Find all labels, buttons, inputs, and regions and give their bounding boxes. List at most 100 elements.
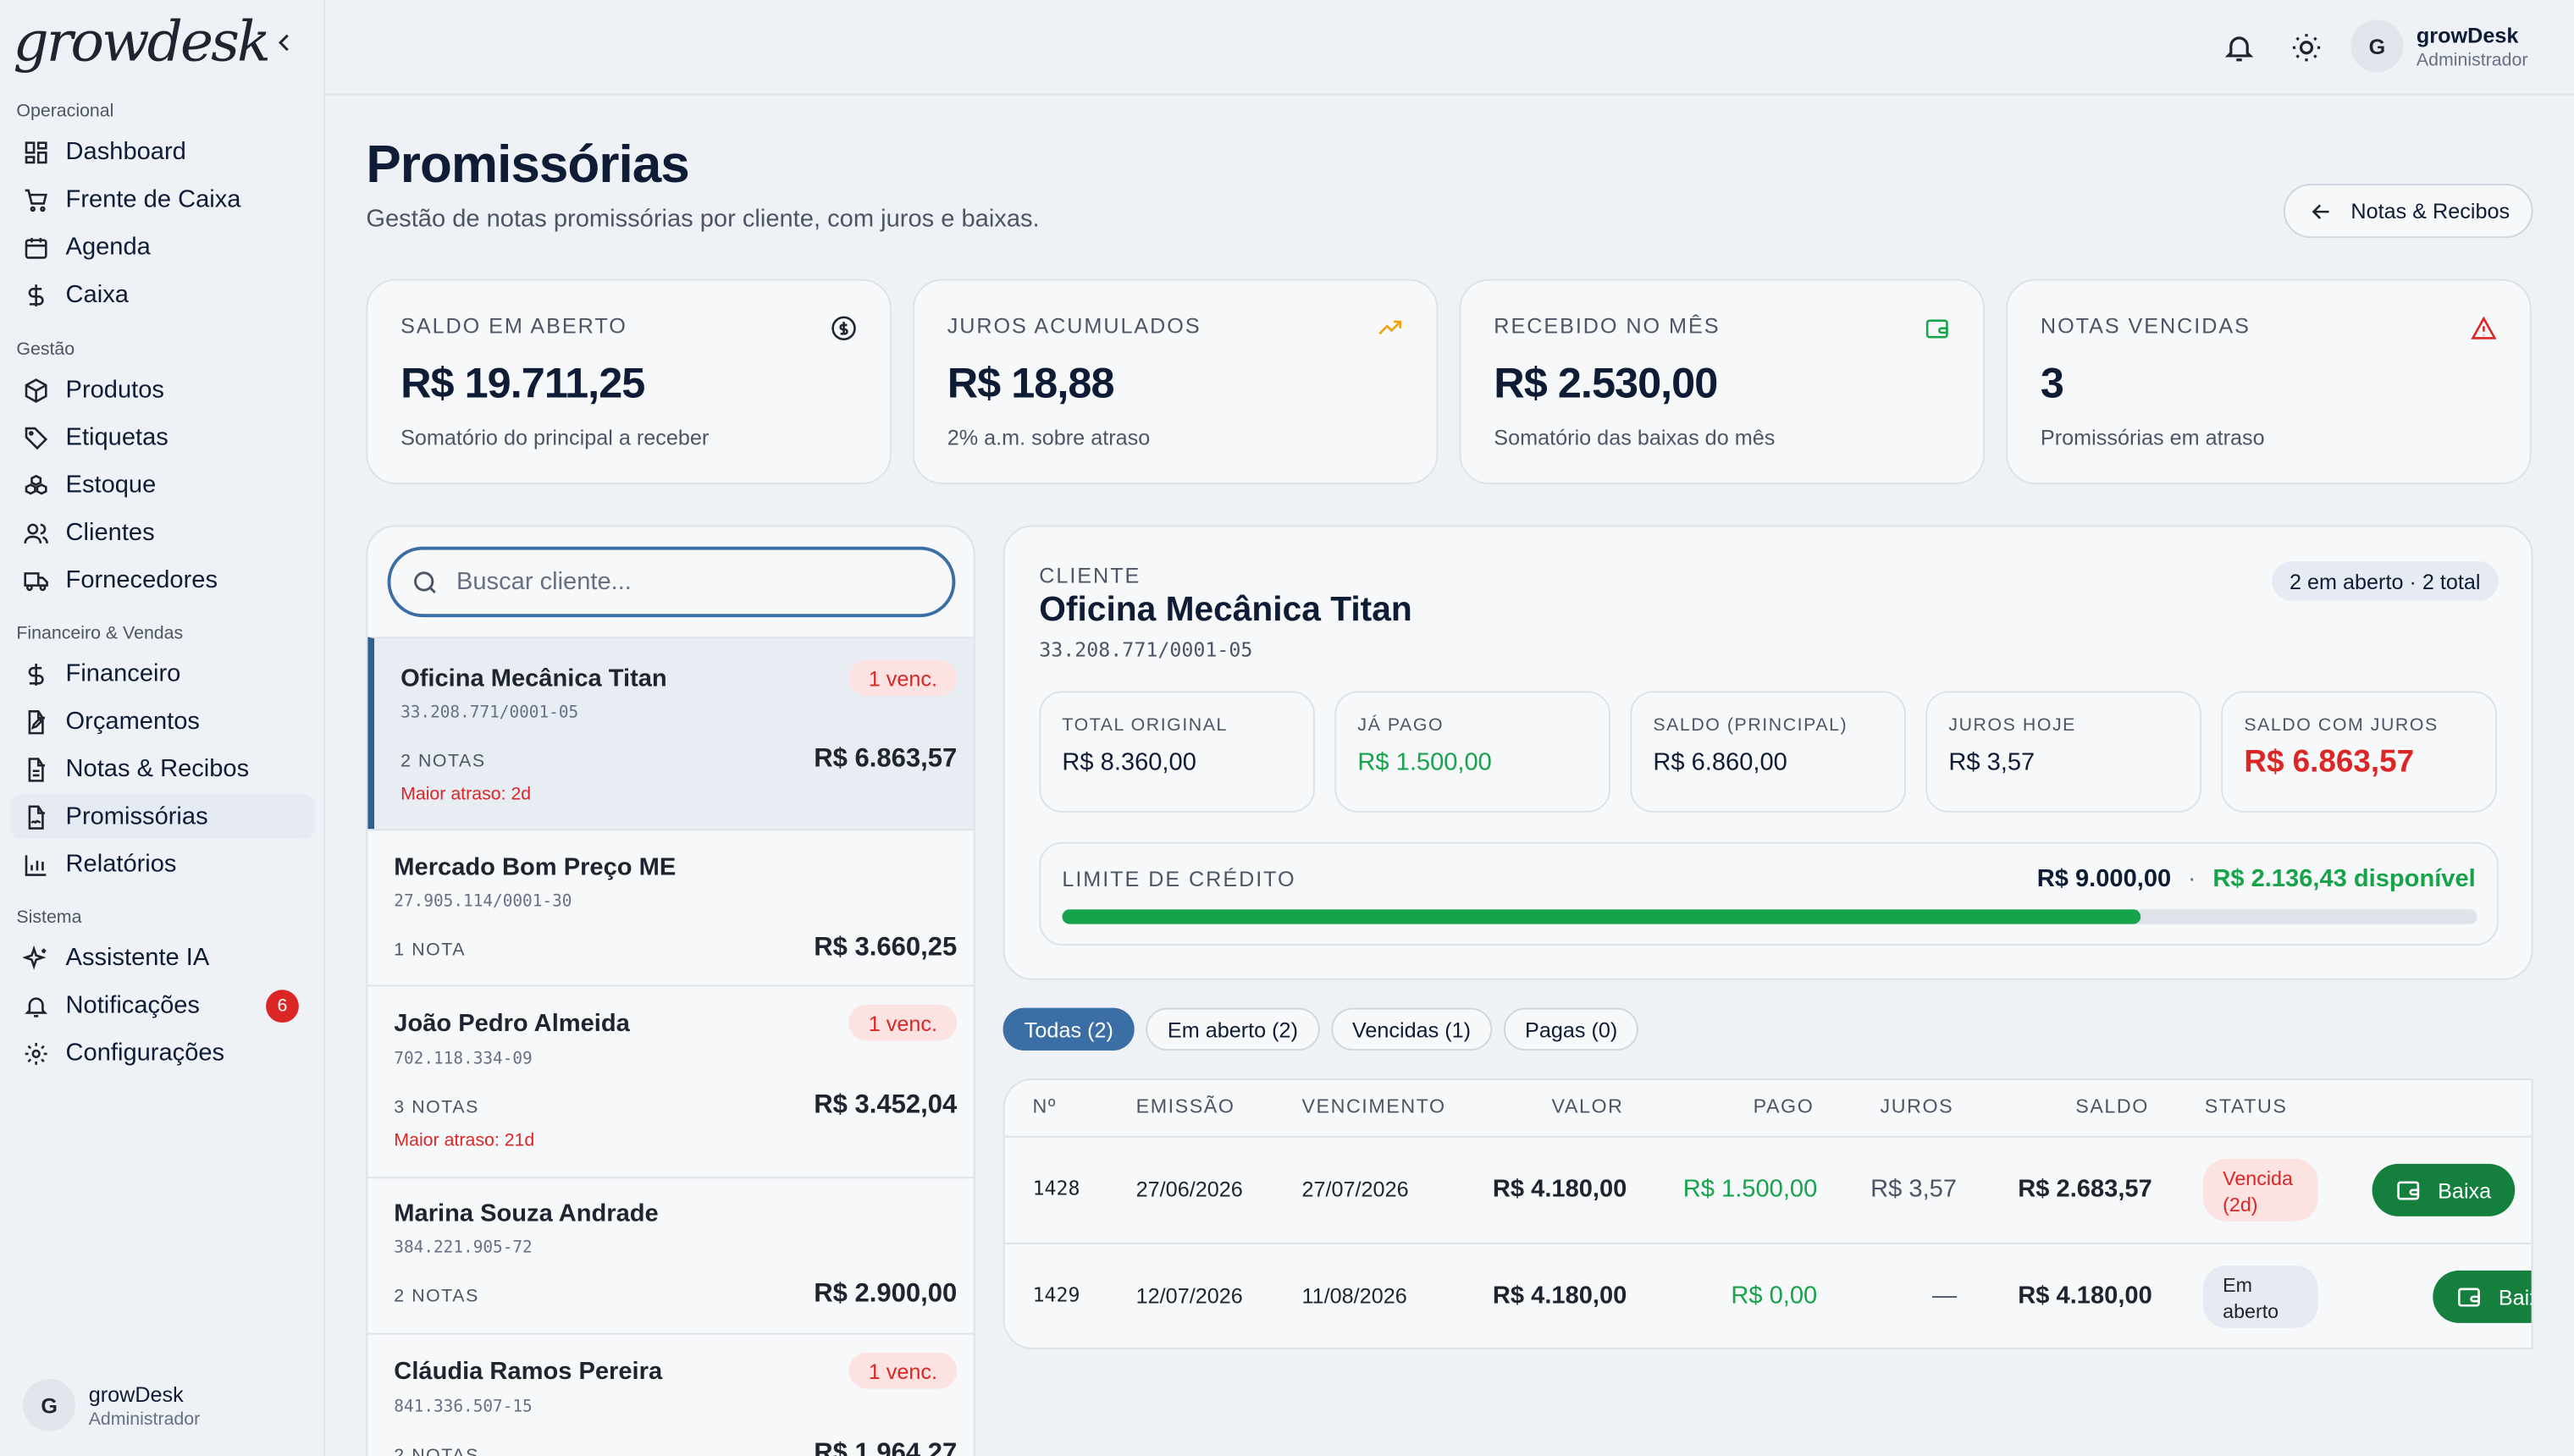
sidebar-item-notas-recibos[interactable]: Notas & Recibos: [10, 747, 316, 791]
client-name: Cláudia Ramos Pereira: [394, 1357, 663, 1386]
stat-value: R$ 18,88: [947, 357, 1115, 407]
detail-client-name: Oficina Mecânica Titan: [1039, 591, 1412, 629]
cell-vencimento: 11/08/2026: [1301, 1283, 1407, 1309]
sidebar-item-agenda[interactable]: Agenda: [10, 225, 316, 269]
metric-label: SALDO COM JUROS: [2244, 715, 2439, 736]
truck-icon: [24, 571, 48, 591]
wallet-icon: [1925, 319, 1948, 339]
credit-available: R$ 2.136,43 disponível: [2212, 864, 2476, 893]
bar-chart-icon: [25, 854, 47, 875]
metric-saldo-principal: SALDO (PRINCIPAL) R$ 6.860,00: [1630, 691, 1906, 813]
sidebar-item-label: Notificações: [65, 991, 200, 1020]
sidebar-item-assistente-ia[interactable]: Assistente IA: [10, 935, 316, 979]
client-doc: 33.208.771/0001-05: [400, 703, 579, 723]
client-notas: 2 NOTAS: [394, 1446, 479, 1456]
sidebar-item-caixa[interactable]: Caixa: [10, 273, 316, 317]
baixa-button[interactable]: Baixa: [2372, 1163, 2516, 1216]
client-search[interactable]: Buscar cliente...: [387, 546, 956, 618]
sidebar-item-label: Agenda: [65, 233, 151, 262]
bell-icon[interactable]: [2223, 31, 2256, 64]
overdue-badge: 1 venc.: [848, 1352, 958, 1389]
nav-group-label: Operacional: [16, 102, 114, 122]
sidebar-item-frente-de-caixa[interactable]: Frente de Caixa: [10, 177, 316, 221]
detail-label: CLIENTE: [1039, 563, 1141, 588]
client-name: Marina Souza Andrade: [394, 1200, 659, 1228]
client-item[interactable]: Mercado Bom Preço ME 27.905.114/0001-30 …: [367, 829, 974, 984]
sidebar-item-produtos[interactable]: Produtos: [10, 367, 316, 411]
sidebar-item-label: Clientes: [65, 518, 155, 547]
stat-label: JUROS ACUMULADOS: [947, 313, 1201, 339]
sidebar-item-orcamentos[interactable]: Orçamentos: [10, 699, 316, 743]
sidebar-item-label: Frente de Caixa: [65, 185, 241, 214]
sidebar-item-etiquetas[interactable]: Etiquetas: [10, 416, 316, 460]
detail-client-doc: 33.208.771/0001-05: [1039, 638, 1253, 662]
credit-separator: ·: [2187, 864, 2196, 893]
metric-value: R$ 3,57: [1948, 748, 2035, 777]
client-amount: R$ 6.863,57: [814, 745, 958, 774]
dollar-icon: [28, 284, 44, 306]
sun-icon[interactable]: [2290, 31, 2323, 64]
sidebar-item-estoque[interactable]: Estoque: [10, 463, 316, 507]
table-row[interactable]: 1428 27/06/2026 27/07/2026 R$ 4.180,00 R…: [1004, 1135, 2532, 1243]
filter-vencidas[interactable]: Vencidas (1): [1330, 1007, 1493, 1051]
sidebar-item-relatorios[interactable]: Relatórios: [10, 842, 316, 886]
app-logo[interactable]: growdesk: [13, 9, 271, 76]
client-atraso: Maior atraso: 2d: [400, 784, 532, 805]
dollar-circle-icon: [831, 316, 856, 341]
metric-total-original: TOTAL ORIGINAL R$ 8.360,00: [1039, 691, 1315, 813]
client-item[interactable]: Marina Souza Andrade 384.221.905-72 2 NO…: [367, 1177, 974, 1332]
file-edit-icon: [28, 709, 45, 734]
sidebar-user[interactable]: G growDesk Administrador: [23, 1378, 200, 1431]
sidebar-item-notificacoes[interactable]: Notificações 6: [10, 984, 316, 1028]
boxes-icon: [25, 473, 47, 494]
sidebar: growdesk Operacional Dashboard Frente de…: [0, 0, 325, 1456]
baixa-button[interactable]: Baixa: [2433, 1270, 2532, 1323]
filter-em-aberto[interactable]: Em aberto (2): [1146, 1007, 1320, 1051]
column-header: VENCIMENTO: [1301, 1095, 1446, 1118]
sidebar-item-financeiro[interactable]: Financeiro: [10, 652, 316, 696]
sidebar-item-configuracoes[interactable]: Configurações: [10, 1031, 316, 1075]
sidebar-item-label: Caixa: [65, 280, 129, 309]
overdue-badge: 1 venc.: [848, 659, 958, 697]
metric-label: JÁ PAGO: [1357, 715, 1444, 736]
credit-limit: R$ 9.000,00: [2036, 864, 2172, 893]
sidebar-item-fornecedores[interactable]: Fornecedores: [10, 558, 316, 602]
sidebar-item-label: Configurações: [65, 1039, 225, 1067]
credit-values: R$ 9.000,00 · R$ 2.136,43 disponível: [2037, 865, 2476, 893]
arrow-left-icon: [2312, 203, 2329, 218]
sidebar-item-label: Produtos: [65, 376, 164, 405]
file-signature-icon: [28, 804, 45, 829]
cell-emissao: 27/06/2026: [1135, 1177, 1243, 1202]
client-atraso: Maior atraso: 21d: [394, 1131, 535, 1151]
stat-sub: Somatório das baixas do mês: [1494, 425, 1776, 450]
baixa-label: Baixa: [2438, 1177, 2492, 1203]
back-to-notas-button[interactable]: Notas & Recibos: [2283, 184, 2533, 239]
users-icon: [24, 522, 48, 543]
column-header: EMISSÃO: [1135, 1095, 1235, 1118]
cell-numero: 1428: [1032, 1177, 1080, 1200]
client-item[interactable]: Oficina Mecânica Titan 33.208.771/0001-0…: [367, 637, 974, 830]
wallet-icon: [2397, 1181, 2420, 1200]
column-header: SALDO: [2075, 1095, 2149, 1118]
metric-value: R$ 6.860,00: [1653, 748, 1787, 777]
search-icon: [414, 571, 436, 593]
filter-pagas[interactable]: Pagas (0): [1503, 1007, 1639, 1051]
chevron-left-icon[interactable]: [269, 28, 299, 58]
sidebar-item-dashboard[interactable]: Dashboard: [10, 130, 316, 174]
search-input[interactable]: Buscar cliente...: [456, 567, 632, 596]
table-row[interactable]: 1429 12/07/2026 11/08/2026 R$ 4.180,00 R…: [1004, 1242, 2532, 1348]
client-amount: R$ 3.452,04: [814, 1091, 958, 1120]
client-doc: 841.336.507-15: [394, 1398, 533, 1417]
client-item[interactable]: Cláudia Ramos Pereira 841.336.507-15 2 N…: [367, 1332, 974, 1456]
client-amount: R$ 3.660,25: [814, 934, 958, 962]
cell-juros: R$ 3,57: [1870, 1175, 1958, 1204]
cell-numero: 1429: [1032, 1283, 1080, 1307]
sidebar-item-label: Promissórias: [65, 802, 208, 831]
topbar-user[interactable]: G growDesk Administrador: [2350, 19, 2527, 73]
client-item[interactable]: João Pedro Almeida 702.118.334-09 3 NOTA…: [367, 984, 974, 1177]
filter-todas[interactable]: Todas (2): [1003, 1007, 1135, 1051]
sidebar-item-promissorias[interactable]: Promissórias: [9, 794, 316, 839]
sidebar-item-clientes[interactable]: Clientes: [10, 510, 316, 554]
client-list-panel: Buscar cliente... Oficina Mecânica Titan…: [366, 525, 975, 1456]
credit-limit-card: LIMITE DE CRÉDITO R$ 9.000,00 · R$ 2.136…: [1039, 841, 2499, 946]
